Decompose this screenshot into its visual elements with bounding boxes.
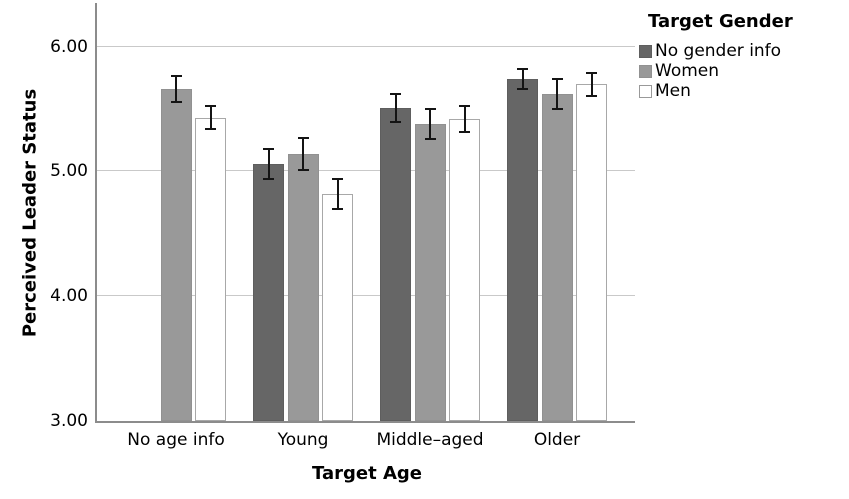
error-bar-cap: [332, 177, 343, 180]
bar: [576, 84, 607, 421]
error-bar: [394, 92, 397, 123]
legend-swatch-icon: [639, 64, 652, 78]
y-tick-label: 6.00: [50, 36, 88, 57]
bar: [541, 94, 573, 421]
bar: [253, 163, 284, 421]
legend-title: Target Gender: [648, 11, 793, 32]
plot-area: [95, 3, 635, 423]
gridline: [97, 295, 635, 297]
x-category-label: Older: [533, 430, 581, 450]
gridline: [97, 170, 635, 172]
error-bar: [209, 105, 212, 131]
legend-item: Men: [639, 81, 793, 101]
error-bar: [590, 71, 593, 97]
error-bar-cap: [517, 88, 528, 91]
bar: [322, 193, 353, 421]
error-bar-cap: [332, 208, 343, 211]
bar: [380, 107, 411, 421]
error-bar-cap: [424, 107, 436, 110]
error-bar: [556, 77, 558, 111]
legend-item: No gender info: [639, 41, 793, 61]
legend-label: Women: [655, 61, 720, 81]
y-tick-label: 4.00: [50, 286, 88, 307]
bar: [287, 153, 319, 421]
error-bar-cap: [297, 169, 309, 172]
x-category-label: Young: [277, 430, 329, 450]
x-axis-title: Target Age: [312, 463, 422, 484]
error-bar-cap: [390, 92, 401, 95]
error-bar-cap: [459, 130, 470, 133]
gridline: [97, 45, 635, 47]
legend-swatch-icon: [639, 84, 652, 98]
y-tick-label: 5.00: [50, 161, 88, 182]
error-bar: [336, 177, 339, 211]
error-bar-cap: [170, 100, 182, 103]
error-bar-cap: [205, 105, 216, 108]
bar: [414, 124, 446, 421]
error-bar-cap: [263, 147, 274, 150]
error-bar-cap: [517, 67, 528, 70]
legend-label: No gender info: [655, 41, 782, 61]
legend-item: Women: [639, 61, 793, 81]
error-bar-cap: [459, 105, 470, 108]
error-bar-cap: [205, 128, 216, 131]
legend-label: Men: [655, 81, 691, 101]
error-bar: [267, 147, 270, 181]
bar: [195, 117, 226, 421]
error-bar-cap: [263, 178, 274, 181]
bar: [449, 119, 480, 421]
error-bar-cap: [297, 136, 309, 139]
error-bar-cap: [551, 108, 563, 111]
y-tick-label: 3.00: [50, 411, 88, 431]
error-bar-cap: [170, 75, 182, 78]
x-category-label: Middle–aged: [376, 430, 484, 450]
error-bar-cap: [390, 120, 401, 123]
error-bar-cap: [424, 138, 436, 141]
legend: Target Gender No gender info Women Men: [639, 11, 793, 101]
bar: [507, 79, 538, 421]
error-bar-cap: [586, 71, 597, 74]
error-bar-cap: [551, 77, 563, 80]
legend-items: No gender info Women Men: [639, 41, 793, 101]
error-bar: [302, 136, 304, 172]
legend-swatch-icon: [639, 44, 652, 58]
error-bar: [429, 107, 431, 141]
error-bar: [175, 75, 177, 103]
error-bar: [463, 105, 466, 133]
error-bar-cap: [586, 94, 597, 97]
bar: [160, 89, 192, 421]
error-bar: [521, 67, 524, 91]
x-category-label: No age info: [127, 430, 225, 450]
